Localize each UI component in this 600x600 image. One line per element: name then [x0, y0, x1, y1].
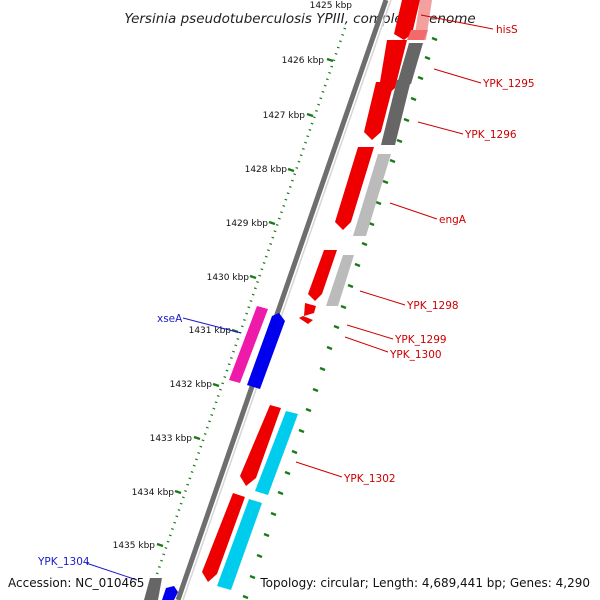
leader-lines	[295, 14, 494, 478]
feature-ypk1296	[364, 82, 394, 140]
scale-tick	[249, 274, 257, 280]
scale-tick	[174, 489, 182, 495]
feature-engA-gray	[353, 154, 391, 236]
feature-next-gene-cyan	[217, 499, 262, 590]
feature-next-gene	[202, 493, 245, 582]
leader-lines-blue	[85, 317, 242, 581]
label-engA: engA	[439, 214, 467, 226]
leader-ypk1304	[85, 562, 138, 581]
label-ypk1304: YPK_1304	[37, 556, 90, 568]
feature-hisS	[394, 0, 420, 40]
feature-ypk1295-gray	[397, 43, 423, 84]
label-ypk1296: YPK_1296	[464, 129, 517, 141]
scale-tick	[193, 435, 201, 441]
label-hisS: hisS	[496, 24, 518, 36]
leader-ypk1302	[295, 461, 343, 478]
scale-label: 1429 kbp	[226, 219, 269, 229]
scale-track	[146, 27, 347, 600]
feature-xseA-blue	[247, 313, 285, 389]
feature-ypk1300	[299, 316, 313, 324]
backbone	[175, 0, 392, 600]
feature-ypk1299	[304, 303, 316, 316]
leader-hisS	[420, 14, 494, 30]
scale-label: 1435 kbp	[113, 541, 156, 551]
features	[144, 0, 432, 600]
feature-xseA	[229, 306, 268, 383]
scale-label: 1427 kbp	[263, 111, 306, 121]
scale-ticks	[156, 57, 334, 548]
leader-ypk1295	[433, 68, 482, 84]
leader-ypk1296	[417, 121, 464, 135]
leader-ypk1300	[344, 336, 389, 353]
scale-label: 1431 kbp	[189, 326, 232, 336]
leader-ypk1299	[346, 324, 394, 340]
scale-tick	[268, 220, 276, 226]
feature-ypk1298-gray	[326, 255, 354, 306]
feature-ypk1304	[144, 578, 162, 600]
scale-label: 1432 kbp	[170, 380, 213, 390]
scale-tick	[287, 167, 295, 173]
feature-ypk1296-gray	[381, 80, 411, 145]
label-xseA: xseA	[157, 313, 183, 325]
footer-topology: Topology: circular; Length: 4,689,441 bp…	[259, 576, 590, 590]
scale-labels: 1425 kbp 1426 kbp 1427 kbp 1428 kbp 1429…	[113, 1, 353, 551]
gene-labels: hisS YPK_1295 YPK_1296 engA YPK_1298 YPK…	[37, 24, 535, 568]
scale-tick	[306, 112, 314, 118]
label-ypk1295: YPK_1295	[482, 78, 535, 90]
map-title: Yersinia pseudotuberculosis YPIII, compl…	[124, 11, 475, 27]
scale-label: 1426 kbp	[282, 56, 325, 66]
feature-ypk1302-cyan	[255, 411, 298, 495]
feature-hisS-mid	[407, 30, 428, 40]
feature-engA	[335, 147, 374, 230]
scale-tick	[212, 382, 220, 388]
scale-tick	[326, 57, 334, 63]
scale-label: 1428 kbp	[245, 165, 288, 175]
leader-ypk1298	[359, 290, 406, 306]
label-ypk1302: YPK_1302	[343, 473, 396, 485]
scale-label: 1425 kbp	[310, 1, 353, 11]
leader-engA	[389, 202, 438, 220]
scale-label: 1434 kbp	[132, 488, 175, 498]
label-ypk1300: YPK_1300	[389, 349, 442, 361]
footer-accession: Accession: NC_010465	[8, 576, 144, 590]
feature-ypk1298	[308, 250, 337, 301]
label-ypk1298: YPK_1298	[406, 300, 459, 312]
leader-xseA	[182, 317, 242, 334]
label-ypk1299: YPK_1299	[394, 334, 447, 346]
scale-tick	[156, 542, 164, 548]
scale-label: 1433 kbp	[150, 434, 193, 444]
feature-ypk1302	[240, 405, 281, 486]
feature-ypk1304-blue	[162, 586, 178, 600]
outer-tick-track	[242, 36, 438, 600]
scale-label: 1430 kbp	[207, 273, 250, 283]
